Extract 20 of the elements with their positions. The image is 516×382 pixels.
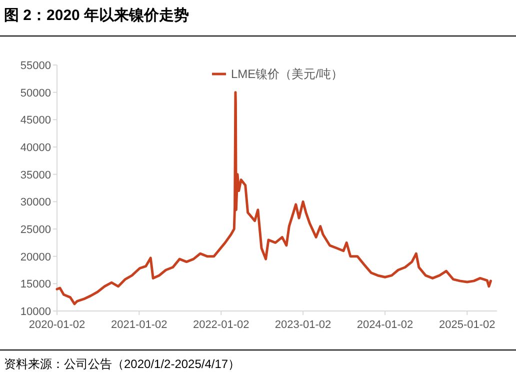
x-tick-label: 2025-01-02 bbox=[439, 319, 496, 331]
x-tick-label: 2022-01-02 bbox=[192, 319, 250, 331]
text: 资料来源：公司公告（2020/1/2-2025/4/17） bbox=[4, 357, 240, 371]
legend-label: LME镍价（美元/吨） bbox=[231, 67, 344, 81]
x-tick-label: 2024-01-02 bbox=[356, 319, 414, 331]
line-series bbox=[56, 91, 492, 306]
x-tick-label: 2023-01-02 bbox=[274, 319, 332, 331]
chart-title: 图 2：2020 年以来镍价走势 bbox=[4, 7, 190, 24]
y-tick-label: 15000 bbox=[20, 278, 51, 291]
x-tick-label: 2021-01-02 bbox=[111, 319, 168, 331]
y-tick-label: 10000 bbox=[20, 306, 51, 318]
y-tick-label: 30000 bbox=[20, 196, 51, 209]
x-tick-label: 2020-01-02 bbox=[28, 319, 86, 331]
y-tick-label: 35000 bbox=[20, 169, 51, 182]
y-tick-label: 55000 bbox=[20, 60, 51, 72]
y-tick-label: 25000 bbox=[20, 224, 51, 236]
y-tick-label: 45000 bbox=[20, 114, 51, 127]
y-tick-label: 40000 bbox=[20, 142, 51, 154]
y-tick-label: 50000 bbox=[20, 87, 51, 100]
y-tick-label: 20000 bbox=[20, 251, 51, 264]
